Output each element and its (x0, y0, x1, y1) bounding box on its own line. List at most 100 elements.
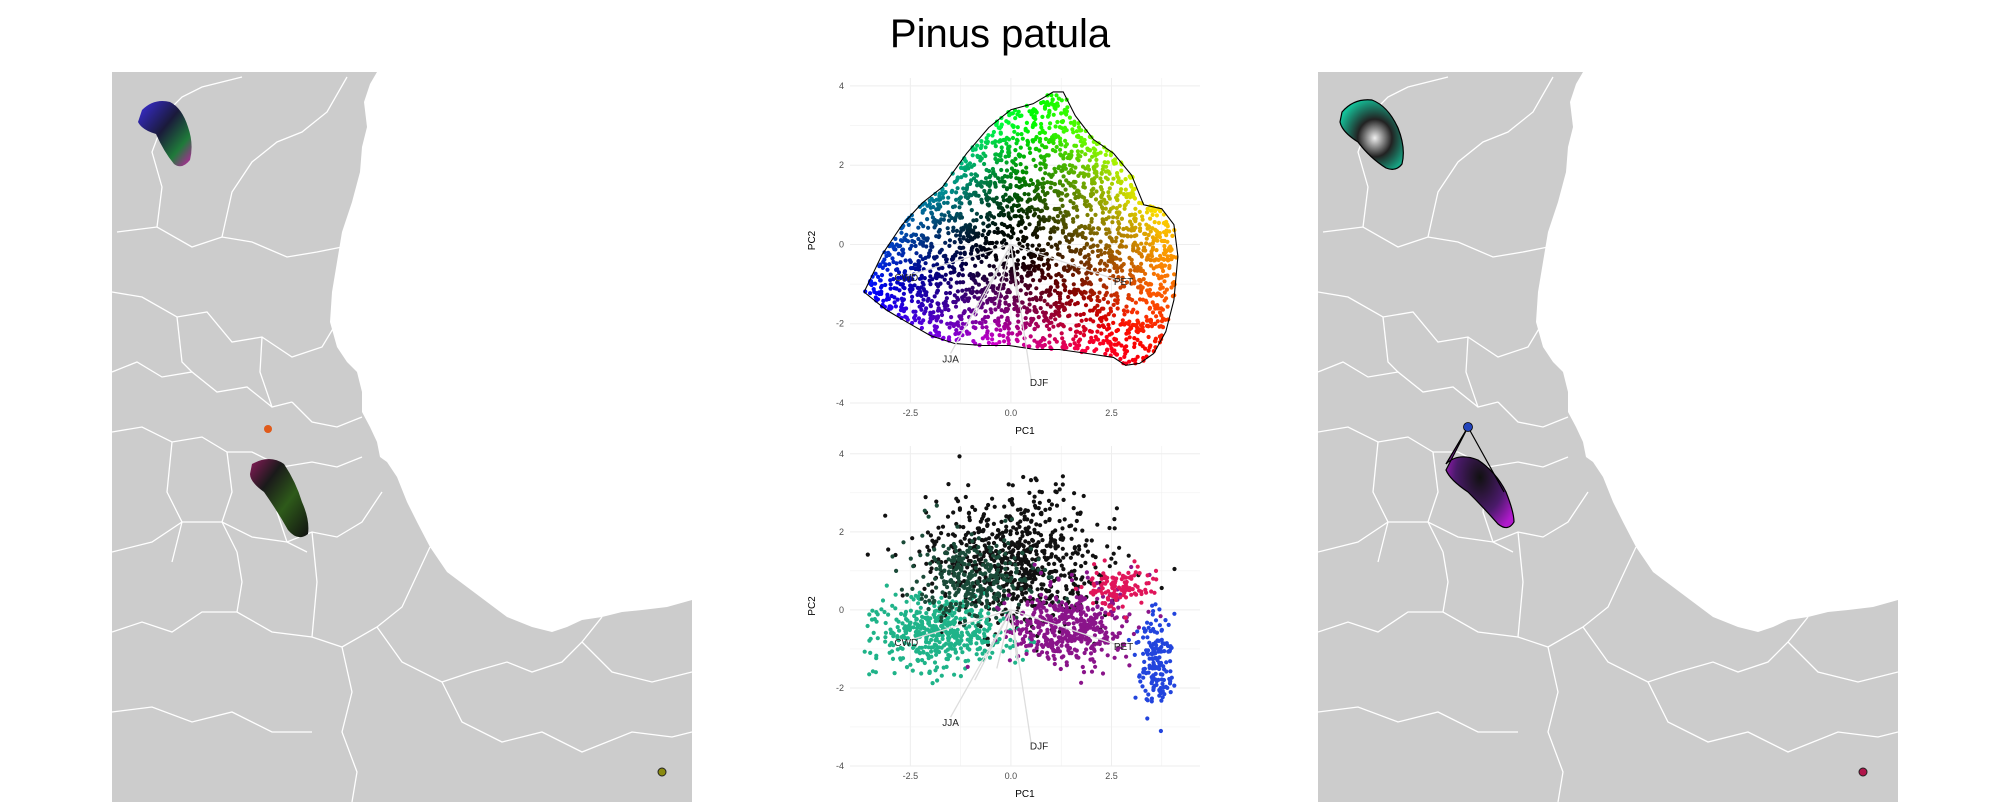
data-point (1010, 331, 1015, 336)
data-point (957, 641, 962, 646)
data-point (1107, 186, 1112, 191)
data-point (1067, 635, 1072, 640)
data-point (960, 650, 965, 655)
data-point (1097, 316, 1103, 322)
data-point (1039, 121, 1044, 127)
data-point (1041, 226, 1046, 231)
data-point (1109, 598, 1114, 603)
data-point (1154, 643, 1159, 648)
data-point (1087, 202, 1092, 207)
data-point (1112, 634, 1117, 639)
data-point (1013, 562, 1018, 567)
data-point (1073, 561, 1078, 567)
data-point (883, 639, 888, 644)
data-point (946, 210, 951, 215)
data-point (926, 514, 931, 519)
data-point (1060, 254, 1065, 260)
data-point (1028, 595, 1033, 600)
data-point (977, 567, 982, 572)
data-point (1140, 217, 1145, 222)
data-point (1027, 344, 1032, 349)
data-point (980, 529, 986, 534)
data-point (978, 519, 983, 524)
data-point (1104, 200, 1109, 205)
data-point (1079, 584, 1084, 590)
data-point (1093, 555, 1098, 560)
data-point (931, 600, 936, 605)
data-point (934, 499, 939, 504)
data-point (973, 263, 978, 268)
data-point (1125, 199, 1131, 204)
data-point (1021, 544, 1026, 549)
data-point (942, 621, 947, 626)
data-point (913, 309, 918, 314)
data-point (976, 282, 981, 287)
data-point (1022, 514, 1027, 519)
data-point (1122, 206, 1127, 211)
data-point (1159, 293, 1164, 299)
data-point (937, 333, 942, 338)
data-point (1074, 194, 1079, 199)
data-point (1034, 549, 1039, 554)
data-point (1060, 474, 1065, 479)
data-point (1063, 166, 1068, 171)
data-point (1036, 557, 1041, 562)
data-point (1012, 129, 1017, 134)
data-point (974, 193, 979, 198)
data-point (904, 219, 909, 224)
data-point (1051, 648, 1056, 653)
data-point (1047, 138, 1052, 143)
data-point (1055, 246, 1060, 251)
data-point (1141, 328, 1146, 334)
data-point (1002, 538, 1007, 543)
data-point (1157, 687, 1162, 693)
data-point (993, 253, 998, 258)
data-point (1026, 643, 1031, 648)
data-point (1120, 604, 1125, 609)
data-point (934, 647, 939, 652)
data-point (900, 253, 905, 258)
data-point (987, 655, 993, 660)
data-point (968, 223, 973, 228)
data-point (945, 551, 950, 556)
data-point (1060, 228, 1065, 233)
data-point (1020, 530, 1025, 535)
data-point (897, 628, 902, 633)
data-point (916, 316, 922, 321)
data-point (954, 250, 959, 255)
data-point (952, 610, 957, 615)
data-point (1054, 569, 1059, 574)
data-point (916, 236, 921, 242)
data-point (919, 239, 924, 244)
data-point (1085, 164, 1091, 169)
data-point (1148, 216, 1153, 221)
data-point (1043, 567, 1048, 573)
data-point (868, 291, 873, 296)
data-point (1035, 597, 1040, 603)
data-point (991, 553, 996, 558)
data-point (1030, 254, 1035, 259)
data-point (1140, 214, 1145, 219)
y-axis-label: PC2 (807, 230, 818, 250)
data-point (879, 273, 885, 278)
data-point (986, 340, 991, 345)
data-point (938, 563, 943, 569)
data-point (1064, 238, 1069, 243)
data-point (1020, 591, 1025, 596)
data-point (1028, 150, 1033, 155)
data-point (999, 565, 1004, 570)
data-point (972, 294, 977, 299)
data-point (1030, 512, 1036, 517)
data-point (934, 566, 939, 572)
data-point (1069, 572, 1074, 577)
data-point (1099, 258, 1104, 264)
data-point (890, 554, 895, 559)
data-point (978, 156, 983, 161)
data-point (1026, 192, 1031, 197)
data-point (1032, 562, 1037, 567)
data-point (1054, 273, 1059, 278)
data-point (1048, 180, 1053, 185)
data-point (1067, 290, 1072, 295)
data-point (1051, 225, 1057, 230)
data-point (974, 179, 979, 184)
